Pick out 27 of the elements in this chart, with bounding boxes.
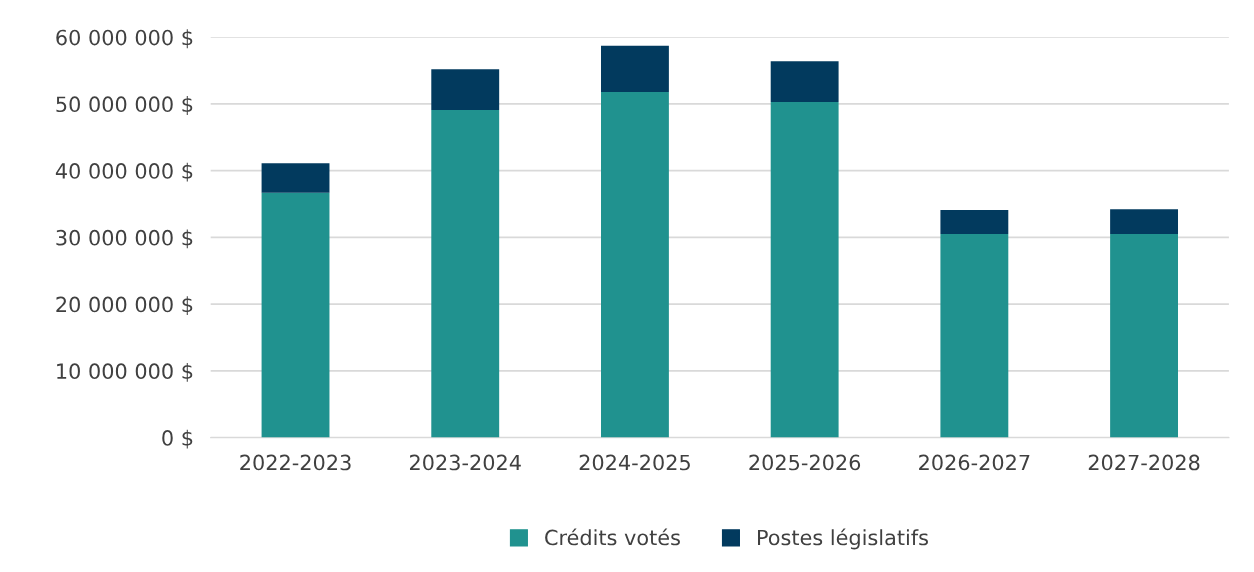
- y-tick-label: 40 000 000 $: [55, 162, 193, 182]
- bar: [1110, 234, 1179, 438]
- y-tick-label: 50 000 000 $: [56, 96, 193, 115]
- y-tick-label: 60 000 000 $: [56, 29, 193, 49]
- bar: [601, 45, 669, 92]
- x-tick-label: 2022-2023: [240, 454, 351, 471]
- x-tick-label: 2026-2027: [919, 454, 1030, 471]
- y-tick-label: 10 000 000 $: [57, 362, 193, 382]
- legend-label: Postes législatifs: [758, 528, 928, 550]
- legend-label: Crédits votés: [545, 528, 680, 546]
- bar: [431, 69, 500, 110]
- bar: [770, 61, 839, 102]
- x-tick-label: 2024-2025: [579, 454, 690, 471]
- bar: [1110, 209, 1179, 235]
- y-tick-label: 30 000 000 $: [56, 229, 193, 249]
- x-tick-label: 2025-2026: [749, 454, 861, 471]
- bar: [940, 210, 1009, 235]
- x-tick-label: 2023-2024: [409, 454, 521, 471]
- bar: [601, 91, 669, 438]
- bar: [431, 109, 500, 438]
- bar: [940, 234, 1009, 438]
- bar: [261, 192, 330, 438]
- bar: [261, 163, 330, 193]
- y-tick-label: 20 000 000 $: [56, 296, 193, 316]
- y-tick-label: 0 $: [162, 429, 193, 449]
- x-tick-label: 2027-2028: [1088, 454, 1200, 471]
- bar: [770, 101, 839, 438]
